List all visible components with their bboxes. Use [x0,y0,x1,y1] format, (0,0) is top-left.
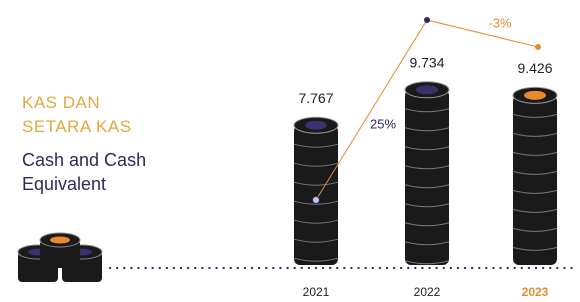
x-tick-label: 2023 [522,285,549,299]
value-label: 9.734 [409,54,444,70]
coin-center [305,121,327,130]
value-label: 9.426 [517,60,552,76]
x-tick-label: 2022 [414,285,441,299]
bar [405,90,449,265]
bar [513,95,557,265]
value-label: 7.767 [298,90,333,106]
growth-annotation: -3% [488,15,512,30]
coin-center [416,85,438,94]
infographic: KAS DAN SETARA KAS Cash and Cash Equival… [0,0,580,302]
growth-annotation: 25% [370,116,396,131]
x-tick-label: 2021 [303,285,330,299]
chart: 7.767 2021 9.734 2022 9.426 2023 25% -3% [0,0,580,302]
coin-center [524,91,546,100]
